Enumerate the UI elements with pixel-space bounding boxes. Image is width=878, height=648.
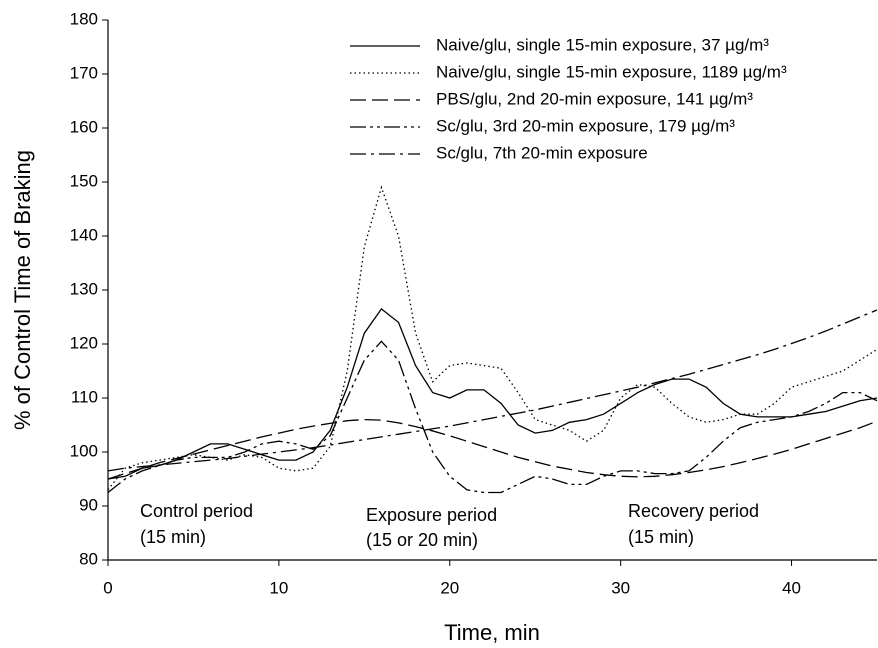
legend-label: PBS/glu, 2nd 20-min exposure, 141 µg/m³ bbox=[436, 89, 753, 108]
annotation: (15 min) bbox=[628, 527, 694, 547]
annotation: Control period bbox=[140, 501, 253, 521]
series-line bbox=[107, 340, 878, 494]
x-tick-label: 40 bbox=[782, 578, 801, 597]
series-line bbox=[107, 418, 878, 480]
annotation: (15 min) bbox=[140, 527, 206, 547]
x-tick-label: 20 bbox=[440, 578, 459, 597]
x-tick-label: 0 bbox=[103, 578, 112, 597]
y-tick-label: 80 bbox=[79, 549, 98, 568]
legend-label: Sc/glu, 3rd 20-min exposure, 179 µg/m³ bbox=[436, 116, 735, 135]
series-line bbox=[107, 309, 878, 472]
x-tick-label: 30 bbox=[611, 578, 630, 597]
y-axis-title: % of Control Time of Braking bbox=[10, 150, 35, 430]
y-tick-label: 170 bbox=[70, 63, 98, 82]
legend-label: Naive/glu, single 15-min exposure, 1189 … bbox=[436, 62, 787, 81]
annotation: Exposure period bbox=[366, 505, 497, 525]
y-tick-label: 100 bbox=[70, 441, 98, 460]
y-tick-label: 160 bbox=[70, 117, 98, 136]
legend-label: Naive/glu, single 15-min exposure, 37 µg… bbox=[436, 35, 769, 54]
legend-label: Sc/glu, 7th 20-min exposure bbox=[436, 143, 648, 162]
x-tick-label: 10 bbox=[269, 578, 288, 597]
annotation: Recovery period bbox=[628, 501, 759, 521]
series-line bbox=[107, 307, 878, 480]
y-tick-label: 150 bbox=[70, 171, 98, 190]
y-tick-label: 140 bbox=[70, 225, 98, 244]
y-tick-label: 110 bbox=[71, 387, 98, 406]
y-tick-label: 180 bbox=[70, 9, 98, 28]
y-tick-label: 120 bbox=[70, 333, 98, 352]
x-axis-title: Time, min bbox=[444, 620, 540, 645]
annotation: (15 or 20 min) bbox=[366, 530, 478, 550]
y-tick-label: 130 bbox=[70, 279, 98, 298]
y-tick-label: 90 bbox=[79, 495, 98, 514]
